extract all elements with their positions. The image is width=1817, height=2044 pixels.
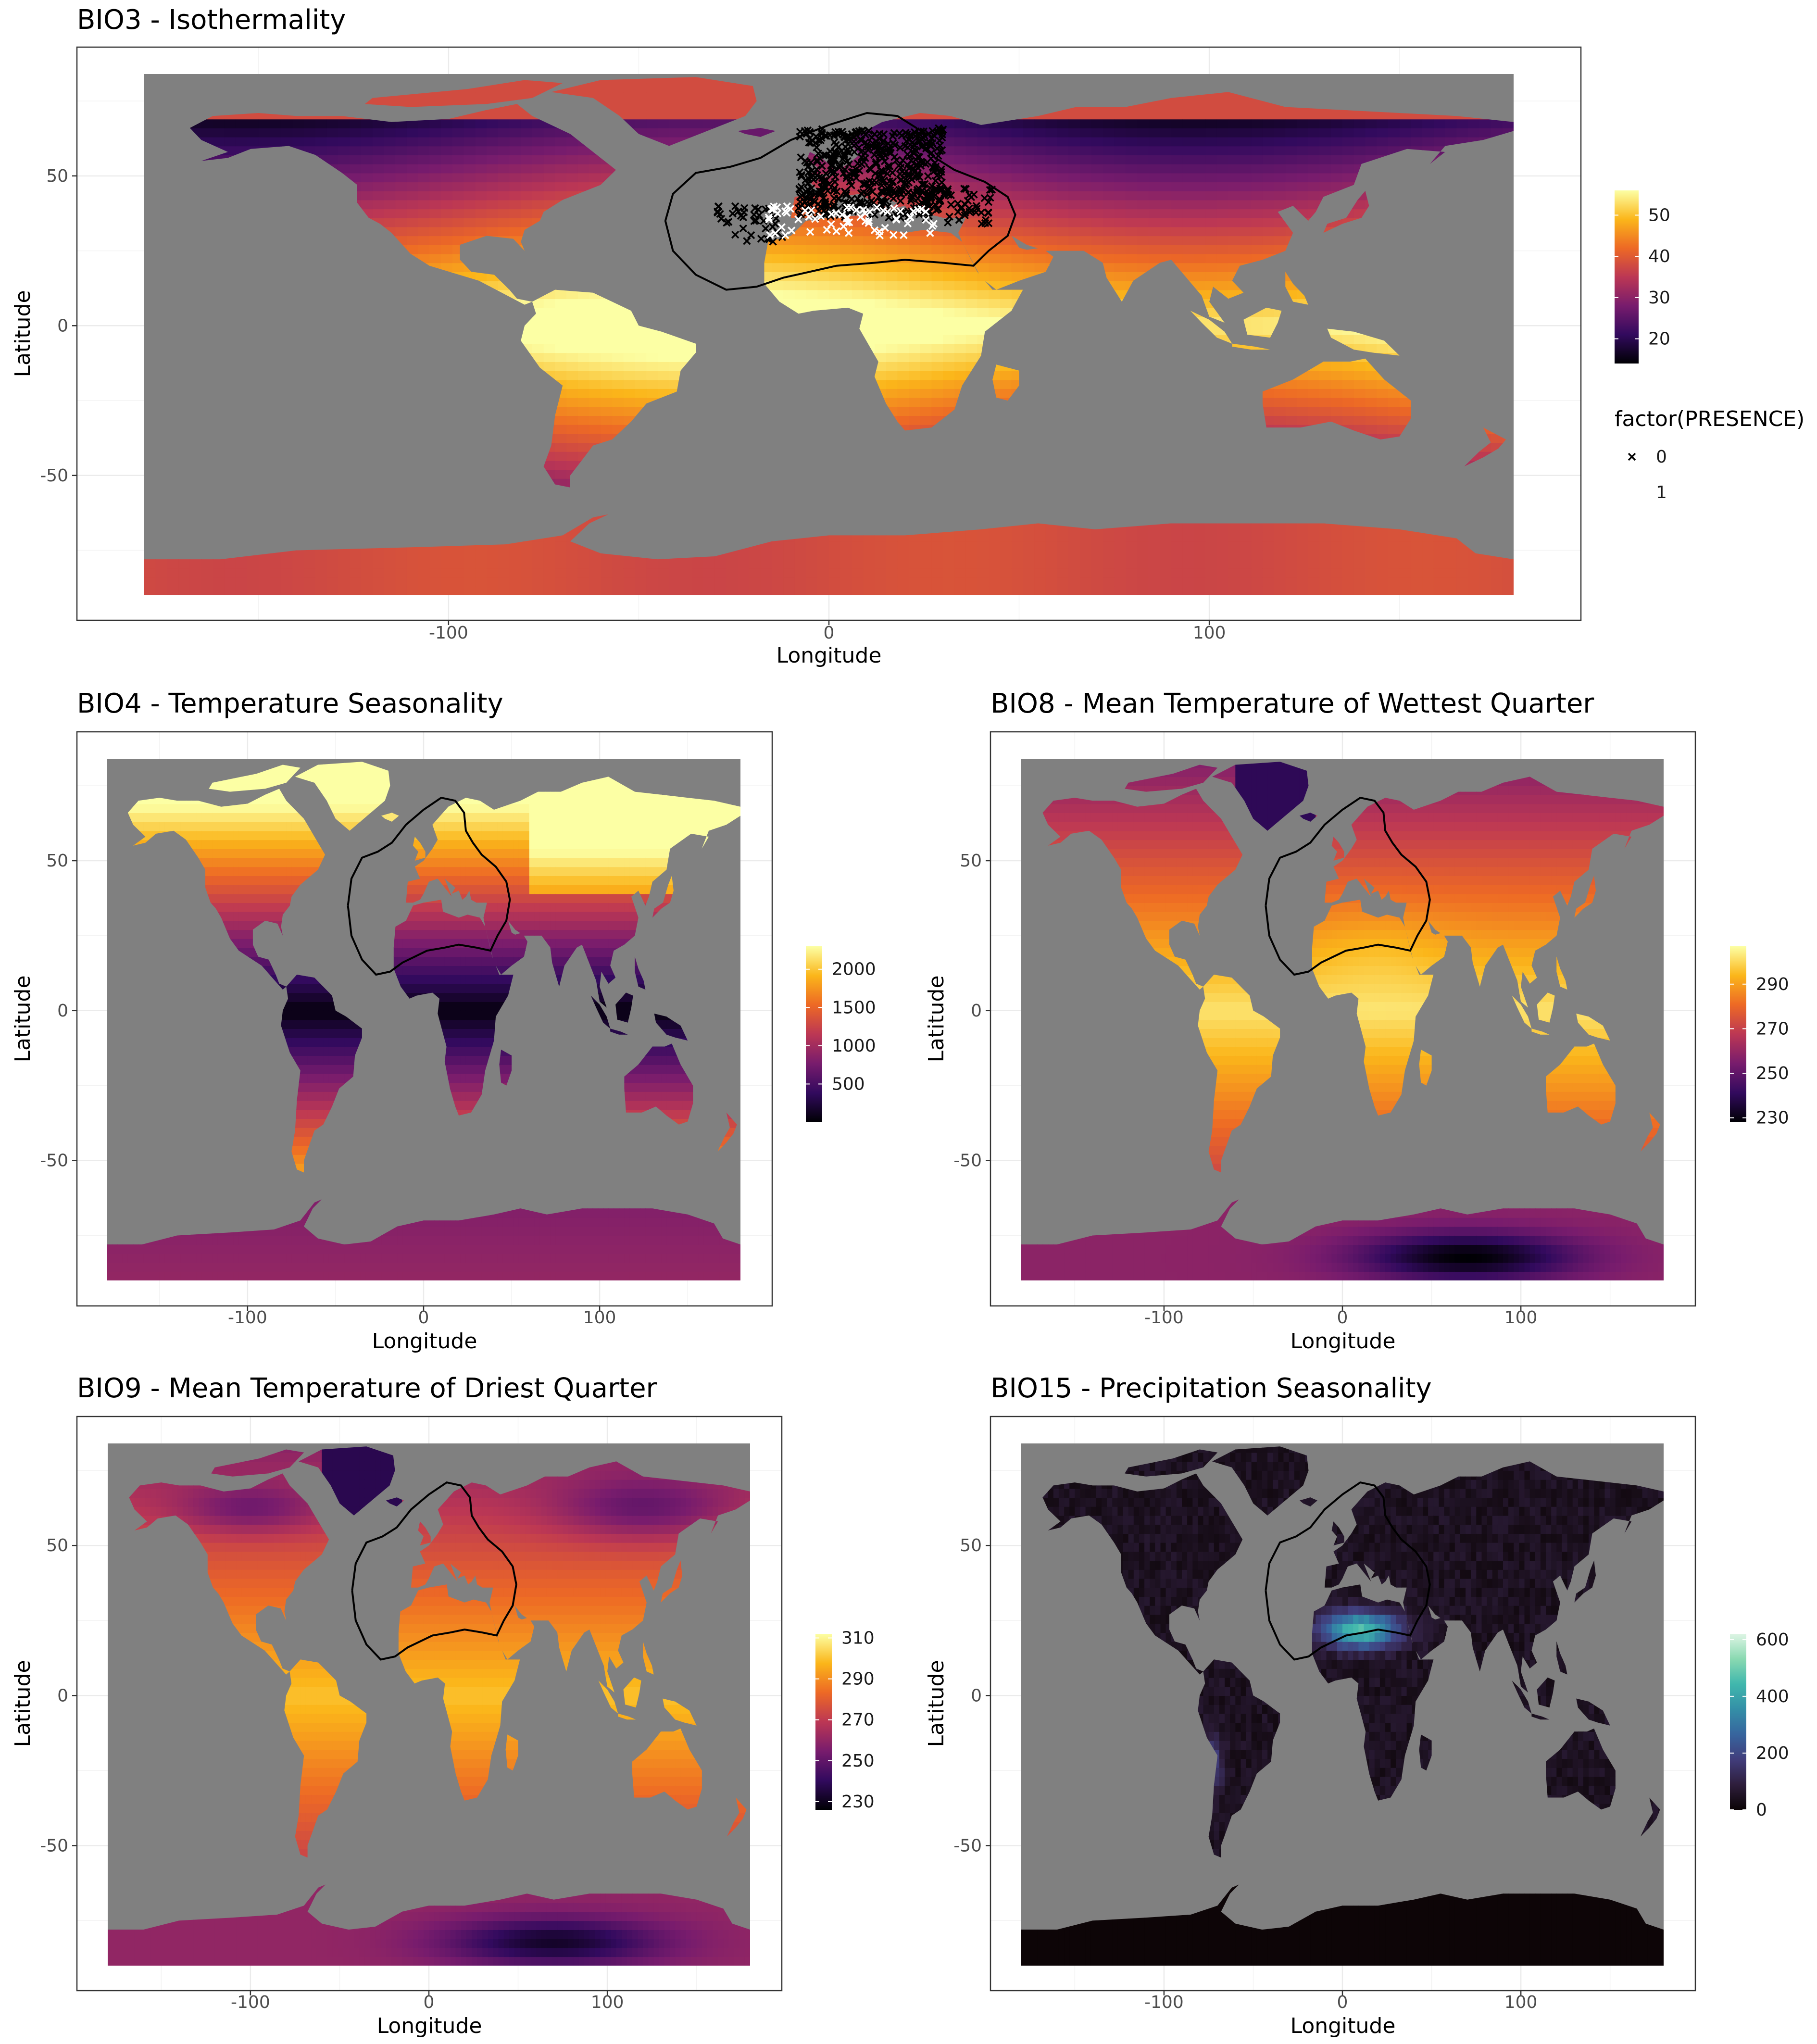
y-tick-label: -50 — [953, 1836, 982, 1856]
x-tick-label: 100 — [583, 1308, 616, 1328]
colorbar-gradient — [815, 1634, 832, 1810]
x-tick-label: 0 — [418, 1308, 429, 1328]
y-tick-label: 0 — [57, 1001, 68, 1021]
y-tick-label: 50 — [46, 166, 68, 186]
colorbar-tick-label: 0 — [1756, 1800, 1767, 1820]
colorbar-tick-label: 250 — [1756, 1064, 1789, 1083]
x-tick-label: -100 — [231, 1993, 270, 2012]
map-panel-3: BIO8 - Mean Temperature of Wettest Quart… — [924, 688, 1789, 1354]
x-tick-label: 100 — [1193, 623, 1226, 643]
colorbar-gradient — [806, 946, 822, 1122]
x-axis-title: Longitude — [377, 2014, 482, 2038]
y-tick-label: 50 — [46, 851, 68, 871]
x-tick-label: 100 — [1504, 1993, 1538, 2012]
x-tick-label: -100 — [429, 623, 468, 643]
presence-legend-title: factor(PRESENCE) — [1615, 407, 1804, 431]
colorbar-tick-label: 600 — [1756, 1630, 1789, 1650]
colorbar-tick-label: 2000 — [832, 960, 876, 979]
colorbar-tick-label: 200 — [1756, 1743, 1789, 1763]
map-panel-4: BIO9 - Mean Temperature of Driest Quarte… — [11, 1373, 875, 2038]
y-tick-label: 0 — [971, 1686, 982, 1705]
colorbar-gradient — [1730, 1634, 1746, 1810]
presence-legend-key — [1629, 489, 1635, 496]
y-axis-title: Latitude — [924, 975, 949, 1062]
y-tick-label: 0 — [57, 316, 68, 336]
colorbar-tick-label: 270 — [1756, 1019, 1789, 1039]
map-panel-1: BIO3 - Isothermality -100 0 100 -50 0 50 Longit… — [11, 4, 1804, 668]
y-tick-label: 50 — [46, 1536, 68, 1555]
colorbar: 230 250 270 290 310 — [815, 1629, 875, 1812]
colorbar-tick-label: 310 — [841, 1629, 875, 1648]
y-axis-title: Latitude — [11, 1660, 35, 1747]
x-axis-title: Longitude — [777, 643, 882, 668]
x-tick-label: -100 — [1144, 1308, 1184, 1328]
colorbar: 0 200 400 600 — [1730, 1630, 1789, 1820]
y-tick-label: 0 — [971, 1001, 982, 1021]
x-tick-label: 0 — [1337, 1308, 1348, 1328]
colorbar-tick-label: 270 — [841, 1710, 875, 1730]
colorbar-tick-label: 230 — [841, 1792, 875, 1812]
x-tick-label: 100 — [1504, 1308, 1538, 1328]
colorbar-tick-label: 40 — [1648, 247, 1670, 266]
x-axis-title: Longitude — [1291, 1329, 1396, 1354]
x-tick-label: 100 — [591, 1993, 624, 2012]
colorbar-tick-label: 290 — [1756, 975, 1789, 994]
colorbar-tick-label: 1000 — [832, 1036, 876, 1056]
y-axis-title: Latitude — [11, 290, 35, 377]
colorbar-tick-label: 1500 — [832, 998, 876, 1017]
presence-legend-label: 0 — [1656, 447, 1667, 467]
x-tick-label: -100 — [1144, 1993, 1184, 2012]
y-axis-title: Latitude — [924, 1660, 949, 1747]
y-tick-label: -50 — [40, 466, 68, 486]
presence-legend-key — [1629, 453, 1635, 460]
panel-title: BIO8 - Mean Temperature of Wettest Quart… — [990, 688, 1594, 719]
x-tick-label: 0 — [1337, 1993, 1348, 2012]
y-tick-label: 50 — [960, 851, 982, 871]
x-tick-label: -100 — [228, 1308, 267, 1328]
presence-legend: factor(PRESENCE) 0 1 — [1615, 407, 1804, 502]
colorbar-gradient — [1730, 946, 1746, 1122]
colorbar-tick-label: 230 — [1756, 1108, 1789, 1128]
panel-title: BIO3 - Isothermality — [77, 4, 346, 36]
y-tick-label: -50 — [953, 1151, 982, 1171]
colorbar-tick-label: 290 — [841, 1669, 875, 1689]
map-panel-2: BIO4 - Temperature Seasonality -100 0 100 -5… — [11, 688, 876, 1354]
colorbar: 20 30 40 50 — [1615, 190, 1670, 364]
y-tick-label: 0 — [57, 1686, 68, 1705]
y-axis-title: Latitude — [11, 975, 35, 1062]
colorbar-tick-label: 400 — [1756, 1687, 1789, 1706]
colorbar: 500 1000 1500 2000 — [806, 946, 876, 1122]
x-tick-label: 0 — [824, 623, 835, 643]
colorbar-tick-label: 500 — [832, 1074, 865, 1094]
colorbar-tick-label: 30 — [1648, 288, 1670, 308]
x-axis-title: Longitude — [372, 1329, 477, 1354]
colorbar: 230 250 270 290 — [1730, 946, 1789, 1128]
y-tick-label: -50 — [40, 1836, 68, 1856]
colorbar-tick-label: 250 — [841, 1751, 875, 1771]
panel-title: BIO15 - Precipitation Seasonality — [990, 1373, 1432, 1404]
y-tick-label: 50 — [960, 1536, 982, 1555]
colorbar-tick-label: 50 — [1648, 205, 1670, 225]
colorbar-gradient — [1615, 190, 1639, 364]
map-panel-5: BIO15 - Precipitation Seasonality -100 0 10… — [924, 1373, 1789, 2038]
panel-title: BIO4 - Temperature Seasonality — [77, 688, 503, 719]
panel-title: BIO9 - Mean Temperature of Driest Quarte… — [77, 1373, 658, 1404]
colorbar-tick-label: 20 — [1648, 329, 1670, 349]
x-tick-label: 0 — [424, 1993, 435, 2012]
presence-legend-label: 1 — [1656, 483, 1667, 502]
x-axis-title: Longitude — [1291, 2014, 1396, 2038]
y-tick-label: -50 — [40, 1151, 68, 1171]
